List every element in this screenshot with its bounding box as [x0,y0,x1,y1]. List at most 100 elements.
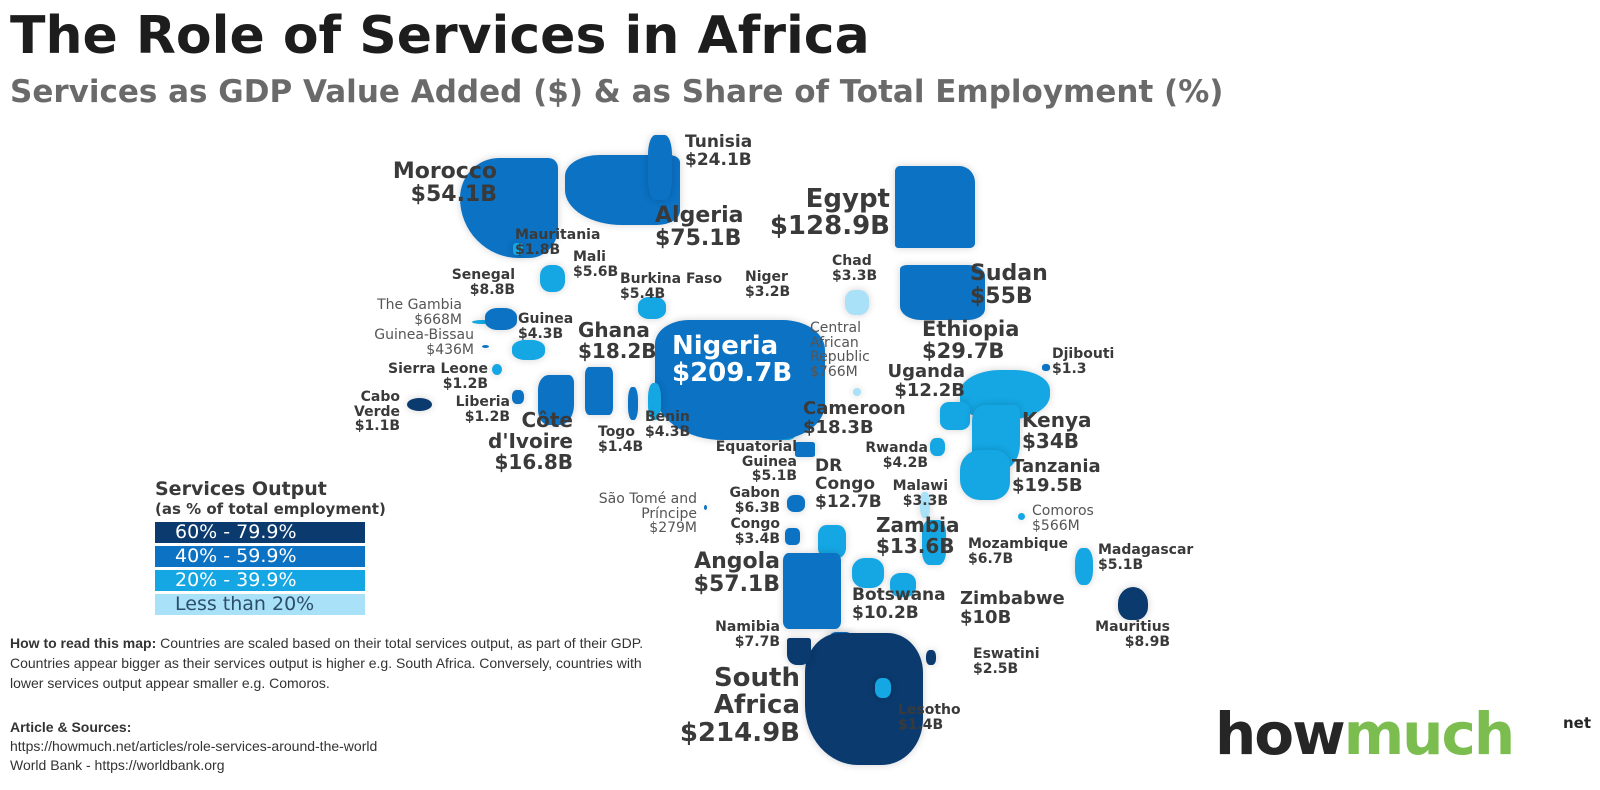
country-value: $6.3B [734,499,780,516]
country-shape-congo [785,528,800,545]
country-name: Guinea [518,311,574,327]
country-value: $3.3B [832,267,878,284]
country-value: $1.8B [515,241,561,258]
country-value: $6.7B [968,550,1014,567]
country-name: Malawi [892,478,948,494]
country-shape-malawi [920,492,930,518]
country-value: $34B [1022,429,1079,453]
country-value: $5.1B [751,468,797,485]
country-label-kenya: Kenya $34B [1022,410,1091,452]
country-value: $13.6B [876,534,955,558]
country-name: Namibia [715,619,780,635]
country-name: Nigeria [672,331,779,361]
country-label-liberia: Liberia $1.2B [456,395,510,424]
country-shape-guinea-bissau [482,345,489,348]
country-name: Chad [832,253,872,269]
country-name: São Tomé and Príncipe [598,491,697,522]
country-label-egypt: Egypt $128.9B [770,184,890,241]
country-name: Niger [745,269,788,285]
country-shape-senegal [485,308,517,330]
country-name: Algeria [655,203,744,228]
country-label-mozambique: Mozambique $6.7B [968,537,1068,566]
country-value: $24.1B [685,149,752,170]
country-name: Ghana [578,318,650,342]
source-link-article[interactable]: https://howmuch.net/articles/role-servic… [10,738,378,754]
country-name: Togo [598,424,635,440]
country-label-chad: Chad $3.3B [832,254,877,283]
country-shape-madagascar [1075,548,1093,585]
country-name: Mauritius [1095,619,1170,635]
country-shape-guinea [512,340,545,360]
country-label-morocco: Morocco $54.1B [393,160,497,206]
country-label-malawi: Malawi $3.3B [893,479,948,508]
country-value: $279M [649,520,697,537]
source-link-worldbank[interactable]: World Bank - https://worldbank.org [10,757,225,773]
how-to-text: Countries are scaled based on their tota… [10,635,644,691]
country-shape-mauritius [1118,587,1148,620]
country-shape-angola [783,553,841,629]
country-name: Madagascar [1098,542,1194,558]
country-label-angola: Angola $57.1B [694,550,780,596]
legend-item-lt20: Less than 20% [155,594,365,615]
country-name: Morocco [392,159,497,184]
country-shape-chad [845,290,869,315]
country-name: Tunisia [685,132,753,152]
legend-title: Services Output [155,478,327,500]
country-value: $4.2B [882,454,928,471]
country-value: $1.4B [898,716,944,733]
country-label-ethiopia: Ethiopia $29.7B [922,318,1019,362]
country-value: $55B [970,284,1033,310]
country-label-nigeria: Nigeria $209.7B [672,331,792,388]
country-label-niger: Niger $3.2B [745,270,790,299]
how-to-heading: How to read this map: [10,635,157,651]
country-label-uganda: Uganda $12.2B [887,361,966,401]
country-name: Congo [730,516,781,532]
country-name: Cabo Verde [354,389,400,420]
country-shape-liberia [512,390,524,404]
country-label-rwanda: Rwanda $4.2B [865,441,928,470]
country-label-sudan: Sudan $55B [970,262,1048,308]
country-name: Senegal [451,267,515,283]
country-label-guinea-bissau: Guinea-Bissau $436M [374,328,474,357]
country-label-sierra-leone: Sierra Leone $1.2B [388,362,488,391]
country-shape-mozambique [922,520,946,565]
country-label-central-african-republic: Central African Republic $766M [810,321,890,380]
country-label-zambia: Zambia $13.6B [876,515,960,557]
country-name: Equatorial Guinea [715,439,797,470]
country-label-togo: Togo $1.4B [598,425,643,454]
country-shape-burkina-faso [638,297,666,319]
country-shape-dr-congo [818,525,846,558]
country-value: $29.7B [922,339,1005,364]
country-label-cabo-verde: Cabo Verde $1.1B [340,390,400,434]
country-value: $3.3B [902,492,948,509]
country-name: Zambia [876,513,960,537]
legend-item-60: 60% - 79.9% [155,522,365,543]
country-value: $16.8B [494,450,573,474]
country-shape-rwanda [930,438,945,456]
country-name: Burkina Faso [620,271,723,287]
country-label-lesotho: Lesotho $1.4B [898,703,961,732]
legend-item-20: 20% - 39.9% [155,570,365,591]
country-label-south-africa: South Africa $214.9B [665,664,800,747]
country-name: Mali [573,249,606,265]
country-name: Egypt [805,184,890,214]
country-shape-namibia [787,638,811,665]
country-label-botswana: Botswana $10.2B [852,585,946,623]
country-value: $4.3B [518,325,564,342]
country-label-tanzania: Tanzania $19.5B [1012,457,1101,496]
country-label-tunisia: Tunisia $24.1B [685,132,753,170]
country-name: Uganda [887,361,966,382]
country-label-cameroon: Cameroon $18.3B [803,399,906,438]
country-value: $668M [414,311,462,328]
country-name: Botswana [852,585,946,605]
country-name: Lesotho [898,702,961,718]
country-value: $5.4B [620,285,666,302]
country-shape-uganda [940,402,970,430]
country-label-senegal: Senegal $8.8B [452,268,515,297]
country-value: $4.3B [645,423,691,440]
country-value: $1.4B [598,438,644,455]
country-name: Ethiopia [922,317,1020,341]
country-value: $10.2B [852,602,919,623]
country-shape-egypt [895,166,975,248]
country-shape-lesotho [875,678,891,698]
